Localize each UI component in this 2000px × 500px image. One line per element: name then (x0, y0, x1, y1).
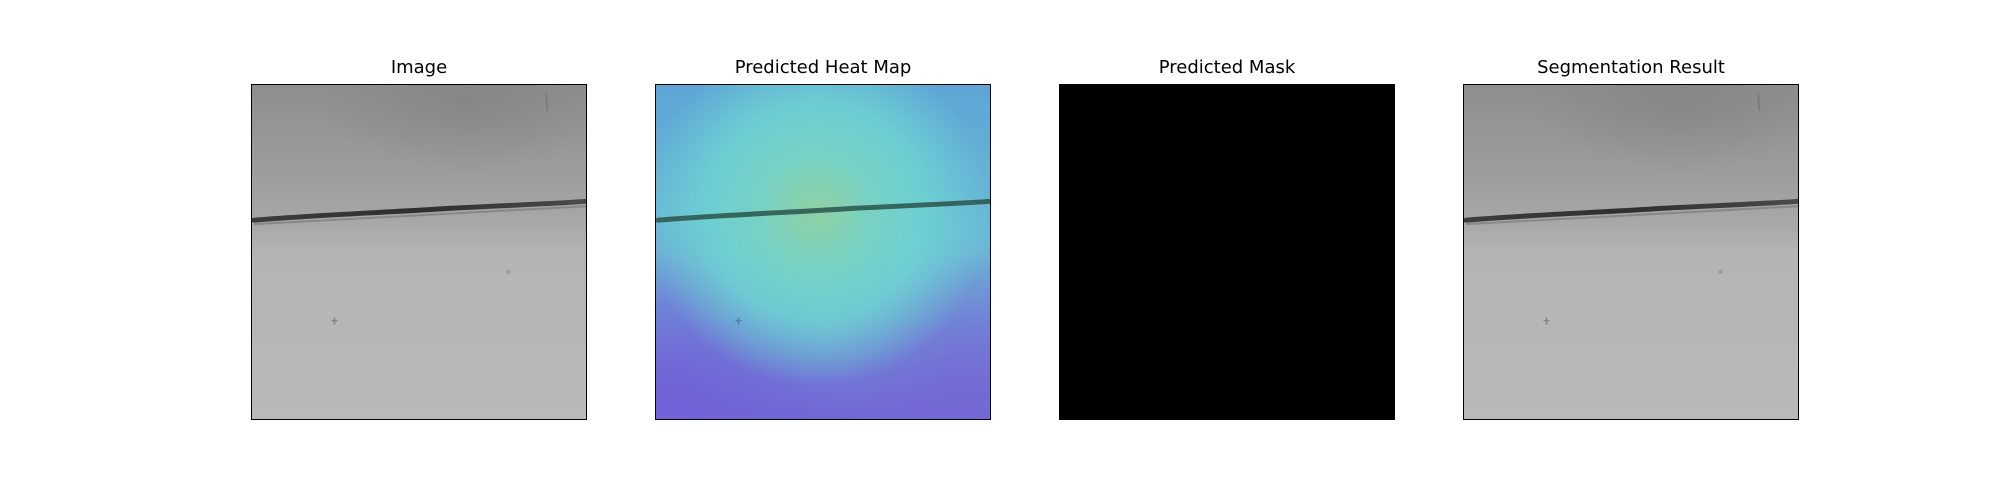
mask-frame (1059, 84, 1395, 420)
panel-segmentation-result: Segmentation Result (1463, 0, 1799, 500)
black-mask-image (1060, 85, 1394, 419)
panel-heatmap: Predicted Heat Map (655, 0, 991, 500)
panel-title-segmentation-result: Segmentation Result (1537, 57, 1725, 78)
segmentation-result-frame (1463, 84, 1799, 420)
heatmap-overlay-image (656, 85, 990, 419)
panel-title-mask: Predicted Mask (1158, 57, 1296, 78)
image-frame (251, 84, 587, 420)
grayscale-surface-image (252, 85, 586, 419)
heatmap-frame (655, 84, 991, 420)
panel-title-heatmap: Predicted Heat Map (734, 57, 912, 78)
panel-title-image: Image (390, 57, 448, 78)
panel-mask: Predicted Mask (1059, 0, 1395, 500)
segmentation-result-image (1464, 85, 1798, 419)
panel-image: Image (251, 0, 587, 500)
